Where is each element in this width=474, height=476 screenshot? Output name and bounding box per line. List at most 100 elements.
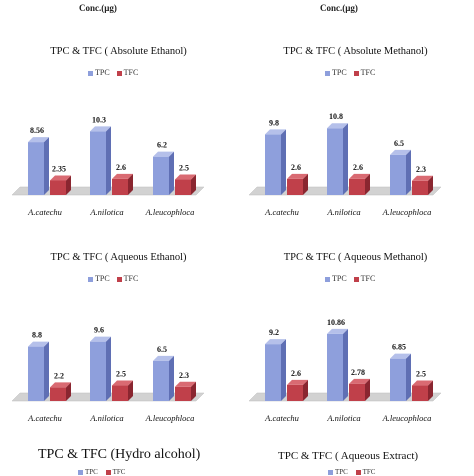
bar-front [175, 386, 191, 401]
bar-front [28, 142, 44, 195]
chart-panel-aqueous-ethanol: TPC & TFC ( Aqueous Ethanol) TPC TFC 8.8 2.2… [0, 246, 237, 442]
bar-chart: 8.8 2.2 A.catechu 9.6 2.5 A.nilotica 6.5 2.3 A.l… [11, 326, 205, 423]
bar-front [349, 383, 365, 401]
bar-tpc-1 [90, 126, 111, 195]
bar-top [390, 149, 411, 155]
hydro-alcohol-legend: TPC TFC [78, 468, 125, 476]
bar-top [90, 336, 111, 342]
bar-tfc-1 [349, 378, 370, 401]
bar-tfc-1 [112, 173, 133, 195]
bar-front [349, 178, 365, 195]
data-label: 2.35 [52, 164, 66, 173]
bar-tfc-1 [112, 380, 133, 401]
legend-swatch [353, 276, 359, 282]
bar-side [191, 174, 196, 195]
legend-label: TPC [332, 274, 347, 283]
chart-panel-absolute-methanol: TPC & TFC ( Absolute Methanol) TPC TFC 9.8 2… [237, 40, 474, 236]
legend-label: TFC [360, 68, 376, 77]
chart-title: TPC & TFC ( Aqueous Ethanol) [50, 252, 187, 263]
bar-tpc-1 [327, 123, 348, 195]
category-label: A.nilotica [89, 207, 123, 217]
aqueous-extract-legend: TPC TFC [328, 468, 375, 476]
data-label: 10.8 [329, 112, 343, 121]
data-label: 8.56 [30, 126, 44, 135]
bar-top [50, 382, 71, 388]
legend-item-tfc: TFC [353, 68, 376, 77]
legend-label: TPC [332, 68, 347, 77]
bar-side [281, 129, 286, 195]
bar-side [406, 149, 411, 195]
bar-top [265, 129, 286, 135]
data-label: 2.2 [54, 371, 64, 380]
data-label: 2.3 [416, 165, 426, 174]
bar-top [112, 380, 133, 386]
data-label: 6.2 [157, 141, 167, 150]
bar-tpc-1 [90, 336, 111, 401]
legend-label: TFC [123, 68, 139, 77]
bar-side [303, 379, 308, 401]
legend-swatch [116, 276, 122, 282]
tfc-swatch [355, 469, 361, 475]
data-label: 10.3 [92, 115, 106, 124]
bar-top [390, 353, 411, 359]
bar-tpc-2 [390, 149, 411, 195]
bar-side [66, 175, 71, 195]
legend-swatch [88, 276, 93, 282]
bar-front [327, 128, 343, 195]
category-label: A.nilotica [326, 207, 360, 217]
bar-top [90, 126, 111, 132]
data-label: 2.6 [353, 163, 363, 172]
category-label: A.leucophloca [382, 413, 432, 423]
category-label: A.catechu [27, 413, 62, 423]
bar-tfc-2 [175, 174, 196, 195]
bar-front [412, 385, 428, 401]
chart-title: TPC & TFC ( Absolute Ethanol) [50, 46, 187, 57]
bar-front [90, 341, 106, 401]
legend-tpc: TPC [85, 468, 98, 476]
bar-top [327, 123, 348, 129]
bar-front [287, 178, 303, 195]
bar-front [153, 360, 169, 401]
bar-front [287, 384, 303, 401]
bar-side [343, 123, 348, 195]
hydro-alcohol-title: TPC & TFC (Hydro alcohol) [38, 447, 201, 462]
data-label: 2.5 [416, 370, 426, 379]
concentration-label-right: Conc.(µg) [320, 3, 358, 13]
chart-title: TPC & TFC ( Absolute Methanol) [283, 46, 428, 57]
bar-top [287, 379, 308, 385]
bar-tpc-2 [390, 353, 411, 401]
bar-side [428, 175, 433, 195]
category-label: A.catechu [264, 413, 299, 423]
legend-item-tpc: TPC [88, 274, 110, 283]
bar-chart: 8.56 2.35 A.catechu 10.3 2.6 A.nilotica 6.2 2.5… [11, 115, 205, 217]
bar-tpc-2 [153, 151, 174, 195]
bar-side [44, 137, 49, 195]
bar-tfc-2 [412, 175, 433, 195]
bar-front [28, 346, 44, 401]
aqueous-extract-title: TPC & TFC ( Aqueous Extract) [278, 450, 419, 462]
bar-top [28, 137, 49, 143]
chart-legend: TPC TFC [88, 68, 145, 77]
bar-side [106, 126, 111, 195]
data-label: 6.5 [394, 139, 404, 148]
legend-swatch [88, 70, 93, 76]
category-label: A.nilotica [89, 413, 123, 423]
bar-top [412, 175, 433, 181]
bar-tfc-2 [412, 380, 433, 401]
bar-side [169, 151, 174, 195]
bar-front [175, 179, 191, 195]
bar-front [90, 131, 106, 195]
legend-label: TPC [95, 274, 110, 283]
chart-panel-aqueous-methanol: TPC & TFC ( Aqueous Methanol) TPC TFC 9.2 2.… [237, 246, 474, 442]
bar-side [169, 355, 174, 401]
category-label: A.leucophloca [382, 207, 432, 217]
bar-top [412, 380, 433, 386]
chart-panel-absolute-ethanol: TPC & TFC ( Absolute Ethanol) TPC TFC 8.56 2… [0, 40, 237, 236]
bar-top [50, 175, 71, 181]
data-label: 6.5 [157, 345, 167, 354]
data-label: 2.5 [116, 370, 126, 379]
bar-front [50, 180, 66, 195]
bar-tfc-1 [349, 173, 370, 195]
data-label: 8.8 [32, 331, 42, 340]
concentration-label-left: Conc.(µg) [79, 3, 117, 13]
